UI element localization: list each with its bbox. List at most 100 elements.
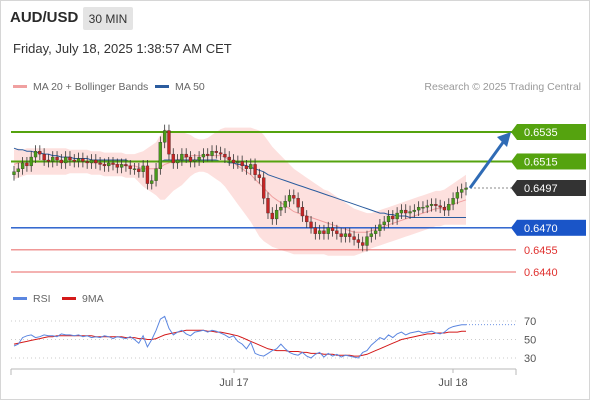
candle [395, 212, 399, 220]
rsi-tick-50: 50 [524, 335, 536, 347]
candle [266, 198, 270, 214]
candle [408, 211, 412, 214]
candle [201, 153, 206, 158]
candle [132, 168, 137, 170]
rsi-tick-70: 70 [524, 316, 536, 328]
candle [434, 204, 438, 206]
candle [309, 221, 313, 228]
candle [64, 156, 68, 164]
candle [154, 168, 158, 181]
candle [206, 153, 210, 156]
candle [150, 180, 154, 184]
candle [404, 209, 408, 214]
ma50-line [13, 147, 466, 218]
symbol-title: AUD/USD [10, 9, 79, 26]
candle [429, 204, 434, 206]
candle [16, 168, 20, 172]
candle [124, 164, 128, 167]
candle [352, 236, 356, 240]
ma20-legend-label: MA 20 + Bollinger Bands [33, 81, 148, 93]
candle [68, 156, 72, 161]
candle [451, 198, 455, 205]
candle [244, 165, 249, 169]
candle [378, 224, 382, 231]
ma20-legend-swatch [13, 85, 27, 88]
candle [391, 215, 395, 220]
candle [231, 159, 236, 164]
candle [184, 153, 188, 158]
candle [236, 161, 240, 164]
level-label-0.6455: 0.6455 [524, 245, 558, 257]
candle [55, 156, 59, 161]
x-tick-label-jul17: Jul 17 [219, 377, 248, 389]
candle [29, 156, 33, 167]
candle [12, 171, 16, 175]
candle [305, 215, 309, 223]
level-badge-pointer-0.6515 [511, 153, 517, 170]
forecast-arrow-head [497, 132, 511, 147]
candle [262, 177, 266, 199]
candle [46, 159, 51, 162]
bollinger-band [14, 127, 466, 256]
candle [163, 130, 167, 143]
candle [339, 233, 343, 237]
candle [292, 195, 296, 199]
level-badge-0.6497 [517, 180, 586, 196]
candle [180, 153, 184, 161]
candle [399, 209, 404, 214]
candle [227, 156, 231, 161]
candle [25, 162, 29, 167]
candle [175, 159, 180, 164]
candle [296, 198, 300, 208]
level-badge-0.6535 [517, 124, 586, 140]
candle [416, 207, 421, 211]
candle [442, 207, 447, 211]
candle [464, 187, 468, 190]
candle [102, 164, 107, 167]
candle [382, 221, 386, 225]
candle [81, 158, 85, 162]
x-tick-label-jul18: Jul 18 [438, 377, 467, 389]
rsi-legend-swatch [13, 297, 27, 300]
candle [460, 189, 464, 193]
candle [59, 159, 64, 164]
candle [85, 161, 89, 164]
rsi-tick-30: 30 [524, 353, 536, 365]
candle [270, 212, 274, 220]
candle [279, 207, 283, 211]
candle [300, 207, 305, 217]
candle [330, 227, 335, 231]
level-badge-pointer-0.6535 [511, 124, 517, 140]
candle [107, 162, 111, 167]
candle [438, 205, 442, 208]
candle [141, 165, 145, 172]
candle [42, 153, 46, 161]
candle [386, 215, 391, 223]
rsi-legend-label: RSI [33, 293, 51, 305]
rsi-line [13, 315, 466, 359]
timeframe-button[interactable]: 30 MIN [83, 7, 133, 30]
candle [171, 153, 175, 164]
candle [223, 153, 227, 158]
level-label-0.6535: 0.6535 [524, 127, 558, 139]
candle [322, 230, 326, 234]
ma50-legend-swatch [155, 85, 169, 88]
candle [274, 209, 279, 220]
ma9-legend-swatch [62, 297, 76, 300]
level-label-0.6515: 0.6515 [524, 156, 558, 168]
candle [119, 164, 124, 168]
candle [76, 158, 81, 162]
candle [137, 168, 141, 172]
candle [253, 164, 257, 175]
rsi-plot: 70 50 30 [11, 315, 536, 365]
candle [111, 162, 115, 165]
level-badge-pointer-0.6497 [511, 180, 517, 196]
ma9-legend-label: 9MA [82, 293, 104, 305]
ma50-legend-label: MA 50 [175, 81, 205, 93]
candle [455, 192, 460, 199]
candle [218, 152, 223, 155]
candle [188, 156, 193, 162]
candle [361, 242, 365, 246]
level-label-0.6497: 0.6497 [524, 183, 558, 195]
